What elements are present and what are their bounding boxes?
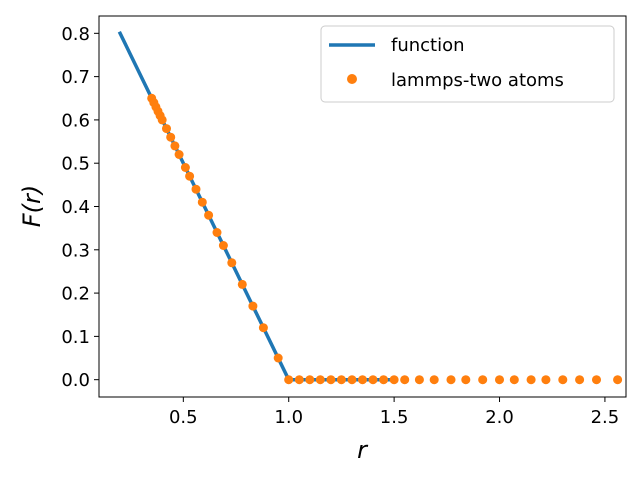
data-point (258, 323, 268, 333)
data-point (237, 279, 247, 289)
data-point (461, 375, 471, 385)
x-tick-label: 2.0 (485, 407, 514, 428)
y-tick-label: 0.6 (61, 110, 90, 131)
data-point (368, 375, 378, 385)
y-tick-label: 0.0 (61, 370, 90, 391)
x-axis-label: r (357, 436, 369, 464)
data-point (227, 258, 237, 268)
y-axis-label: F(r) (18, 185, 46, 227)
data-point (170, 141, 180, 151)
data-point (166, 132, 176, 142)
data-point (400, 375, 410, 385)
data-point (185, 171, 195, 181)
plot-marks (117, 30, 623, 385)
data-point (191, 184, 201, 194)
x-tick-label: 1.5 (380, 407, 409, 428)
x-tick-label: 0.5 (169, 407, 198, 428)
data-point (336, 375, 346, 385)
data-point (197, 197, 207, 207)
data-point (429, 375, 439, 385)
y-tick-label: 0.8 (61, 24, 90, 45)
data-point (326, 375, 336, 385)
data-point (509, 375, 519, 385)
legend-label-function: function (391, 35, 465, 56)
y-axis-ticks: 0.0 0.1 0.2 0.3 0.4 0.5 0.6 0.7 0.8 (61, 24, 99, 391)
data-point (558, 375, 568, 385)
data-point (273, 353, 283, 363)
data-point (294, 375, 304, 385)
y-tick-label: 0.4 (61, 197, 90, 218)
data-point (212, 228, 222, 237)
y-tick-label: 0.3 (61, 240, 90, 261)
x-axis-ticks: 0.5 1.0 1.5 2.0 2.5 (169, 397, 619, 428)
data-point (305, 375, 315, 385)
legend-box (320, 25, 615, 103)
legend-marker-swatch (347, 74, 357, 84)
data-point (284, 375, 294, 385)
y-tick-label: 0.2 (61, 284, 90, 305)
data-point (347, 375, 357, 385)
y-tick-label: 0.7 (61, 67, 90, 88)
legend-label-lammps: lammps-two atoms (391, 70, 564, 91)
data-point (541, 375, 551, 385)
data-point (218, 241, 228, 250)
y-tick-label: 0.1 (61, 327, 90, 348)
data-point (613, 375, 623, 385)
data-point (315, 375, 325, 385)
legend: function lammps-two atoms (320, 25, 615, 103)
data-point (389, 375, 399, 385)
data-point (174, 150, 184, 159)
x-tick-label: 2.5 (591, 407, 620, 428)
data-point (495, 375, 504, 385)
data-point (526, 375, 536, 385)
data-point (446, 375, 456, 385)
data-point (592, 375, 601, 385)
data-point (157, 115, 167, 125)
data-point (180, 163, 190, 172)
data-point (575, 375, 585, 385)
data-point (162, 124, 171, 134)
x-tick-label: 1.0 (274, 407, 303, 428)
data-point (358, 375, 367, 385)
data-point (414, 375, 424, 385)
data-point (248, 301, 258, 311)
y-tick-label: 0.5 (61, 154, 90, 175)
data-point (204, 210, 214, 220)
data-point (379, 375, 389, 385)
data-point (478, 375, 488, 385)
